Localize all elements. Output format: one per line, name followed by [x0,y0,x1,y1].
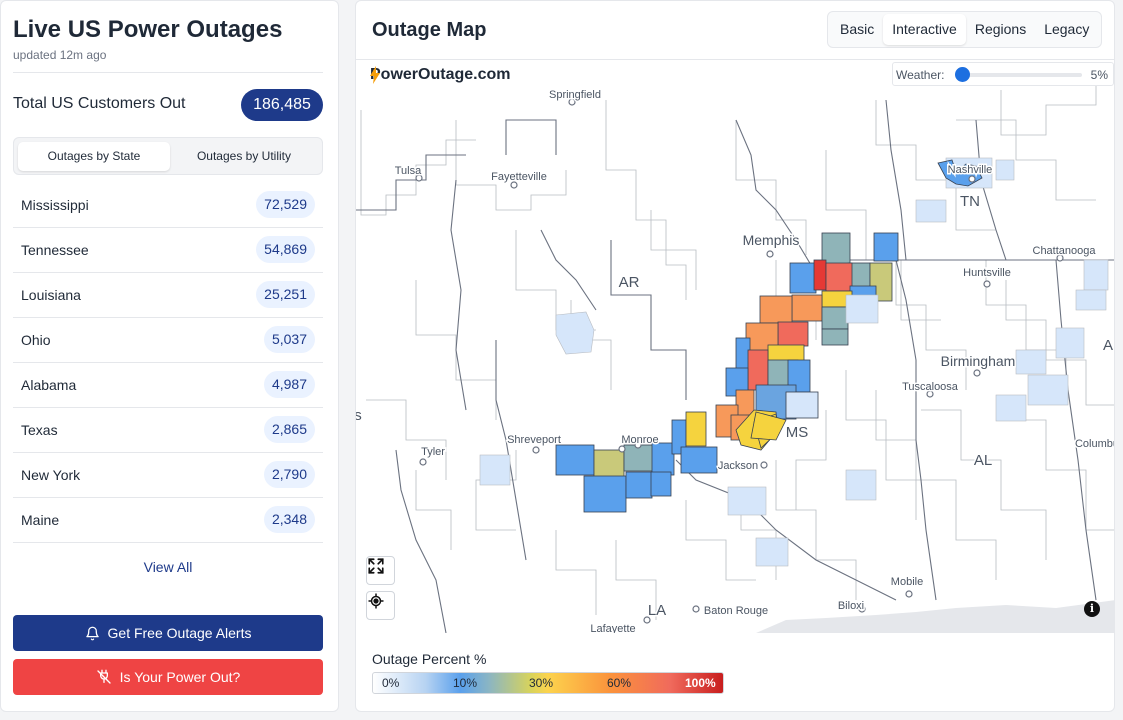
state-row-ohio[interactable]: Ohio 5,037 [13,318,323,363]
state-count-badge: 2,348 [263,506,315,533]
state-label: A [1103,337,1113,354]
legend-tick: 60% [607,676,632,690]
map-canvas: Springfield Tulsa Fayetteville Nashville… [356,60,1115,633]
tab-outages-by-state[interactable]: Outages by State [18,142,170,171]
place-label: Lafayette [590,623,635,633]
state-label: s [356,407,362,424]
place-label: Columbu [1075,438,1115,450]
bell-icon [85,626,99,640]
state-label: AR [619,274,640,291]
state-name: Louisiana [21,287,81,303]
outage-map[interactable]: Springfield Tulsa Fayetteville Nashville… [356,60,1115,633]
state-row-maine[interactable]: Maine 2,348 [13,498,323,543]
brand-logo: PowerOutage.com [370,66,510,84]
state-count-badge: 54,869 [256,236,315,263]
state-label: LA [648,602,666,619]
state-count-badge: 72,529 [256,191,315,218]
bolt-icon [370,66,380,84]
state-count-badge: 2,790 [263,461,315,488]
place-label: Nashville [948,164,993,176]
place-label: Tyler [421,446,445,458]
weather-slider-thumb[interactable] [955,67,970,82]
legend-gradient [372,672,724,694]
weather-track[interactable] [962,73,1082,77]
state-row-louisiana[interactable]: Louisiana 25,251 [13,273,323,318]
state-label: AL [974,452,992,469]
state-name: Maine [21,512,60,528]
state-row-tennessee[interactable]: Tennessee 54,869 [13,228,323,273]
place-label: Fayetteville [491,171,547,183]
info-icon[interactable]: i [1084,601,1100,617]
outage-sidebar: Live US Power Outages updated 12m ago To… [0,0,339,712]
divider [13,72,323,73]
state-row-alabama[interactable]: Alabama 4,987 [13,363,323,408]
locate-icon [368,593,384,609]
legend-tick: 100% [685,676,716,690]
power-off-icon [97,669,111,684]
state-row-new-york[interactable]: New York 2,790 [13,453,323,498]
state-name: Mississippi [21,197,89,213]
tab-legacy[interactable]: Legacy [1044,21,1090,37]
state-name: New York [21,467,81,483]
place-label: Baton Rouge [704,605,768,617]
tab-outages-by-utility[interactable]: Outages by Utility [196,149,292,163]
total-label: Total US Customers Out [13,95,186,112]
state-count-badge: 4,987 [263,371,315,398]
power-out-button[interactable]: Is Your Power Out? [13,659,323,695]
state-label: MS [786,424,809,441]
outage-view-toggle: Outages by State Outages by Utility [13,137,323,175]
place-label: Monroe [621,434,658,446]
app-title: Live US Power Outages [13,16,283,43]
place-label: Chattanooga [1033,245,1097,257]
tab-interactive[interactable]: Interactive [883,14,966,45]
fullscreen-icon [368,558,384,574]
power-out-label: Is Your Power Out? [119,669,241,685]
divider [356,59,1114,60]
place-label: Birmingham [941,353,1016,369]
locate-button[interactable] [366,591,395,620]
tab-regions[interactable]: Regions [974,21,1027,37]
fullscreen-button[interactable] [366,556,395,585]
weather-value: 5% [1090,68,1108,82]
place-label: Mobile [891,576,923,588]
state-row-mississippi[interactable]: Mississippi 72,529 [13,183,323,228]
legend-tick: 30% [529,676,554,690]
map-title: Outage Map [372,19,487,41]
state-label: TN [960,193,980,210]
state-name: Texas [21,422,58,438]
legend-tick: 10% [453,676,478,690]
place-label: Shreveport [507,434,561,446]
weather-slider-box: Weather: 5% [892,62,1114,86]
legend-title: Outage Percent % [372,651,487,667]
state-name: Alabama [21,377,77,393]
state-name: Ohio [21,332,51,348]
outage-map-panel: Outage Map Basic Interactive Regions Leg… [355,0,1115,712]
get-alerts-button[interactable]: Get Free Outage Alerts [13,615,323,651]
state-row-texas[interactable]: Texas 2,865 [13,408,323,453]
state-count-badge: 2,865 [263,416,315,443]
brand-name: PowerOutage.com [370,66,511,83]
place-label: Biloxi [838,600,864,612]
place-label: Jackson [718,460,758,472]
total-count-badge: 186,485 [241,89,323,121]
place-label: Huntsville [963,267,1011,279]
state-name: Tennessee [21,242,89,258]
place-label: Springfield [549,89,601,101]
tab-basic[interactable]: Basic [840,21,875,37]
state-count-badge: 25,251 [256,281,315,308]
place-label: Memphis [743,232,800,248]
state-count-badge: 5,037 [263,326,315,353]
updated-time: updated 12m ago [13,48,107,62]
weather-label: Weather: [896,68,945,82]
state-list: Mississippi 72,529 Tennessee 54,869 Loui… [13,183,323,543]
place-label: Tuscaloosa [902,381,959,393]
get-alerts-label: Get Free Outage Alerts [107,625,252,641]
legend-tick: 0% [382,676,400,690]
map-mode-tabs: Basic Interactive Regions Legacy [827,11,1102,48]
place-label: Tulsa [395,165,422,177]
view-all-link[interactable]: View All [143,559,193,575]
